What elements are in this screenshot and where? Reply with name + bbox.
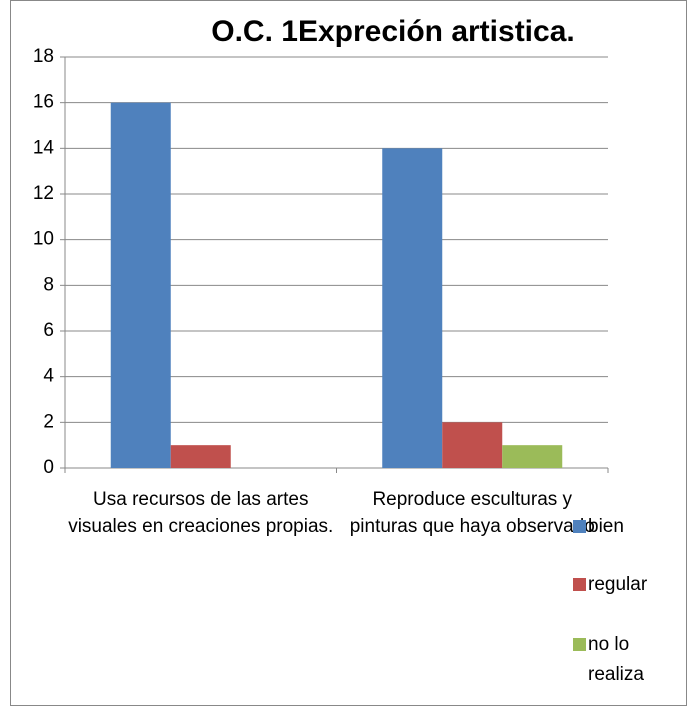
y-tick-label: 8 (43, 274, 54, 295)
x-tick-label: Reproduce esculturas y pinturas que haya… (349, 489, 595, 537)
bar (170, 445, 231, 468)
y-tick-label: 4 (43, 366, 54, 387)
chart-border (10, 0, 687, 706)
y-tick-label: 12 (33, 183, 54, 204)
y-tick-label: 10 (33, 229, 54, 250)
x-tick-label: Usa recursos de las artes visuales en cr… (68, 489, 334, 537)
y-tick-label: 16 (33, 92, 54, 113)
legend-swatch (573, 638, 586, 651)
legend-label: regular (588, 574, 648, 595)
bar (502, 445, 563, 468)
bar (382, 148, 443, 469)
y-tick-label: 2 (43, 411, 54, 432)
legend-label: bien (588, 516, 624, 537)
bar (110, 102, 171, 469)
y-tick-label: 6 (43, 320, 54, 341)
chart-title: O.C. 1Expreción artistica. (211, 15, 575, 48)
bar (442, 422, 503, 468)
y-tick-label: 14 (33, 137, 55, 158)
legend-item: regular (573, 570, 668, 600)
legend-item: no lo realiza (573, 630, 668, 690)
y-tick-label: 18 (33, 46, 54, 67)
legend-label: no lo realiza (588, 634, 644, 685)
legend-item: bien (573, 512, 668, 542)
legend-swatch (573, 520, 586, 533)
legend-swatch (573, 578, 586, 591)
y-tick-label: 0 (43, 457, 54, 478)
